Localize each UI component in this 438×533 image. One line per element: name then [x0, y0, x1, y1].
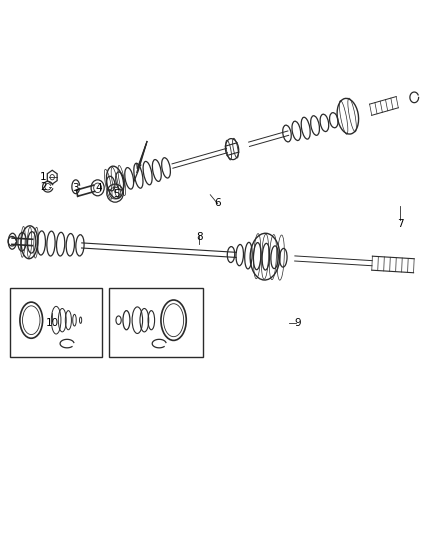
Text: 3: 3 — [72, 183, 79, 193]
Text: 2: 2 — [40, 182, 47, 192]
Text: 4: 4 — [95, 183, 102, 193]
Text: 1: 1 — [40, 172, 47, 182]
Text: 9: 9 — [294, 318, 301, 328]
Text: 7: 7 — [397, 219, 403, 229]
Text: 10: 10 — [46, 318, 59, 328]
Bar — [109, 288, 203, 357]
Text: 8: 8 — [196, 232, 203, 243]
Bar — [11, 288, 102, 357]
Text: 6: 6 — [214, 198, 221, 208]
Text: 5: 5 — [113, 189, 120, 199]
